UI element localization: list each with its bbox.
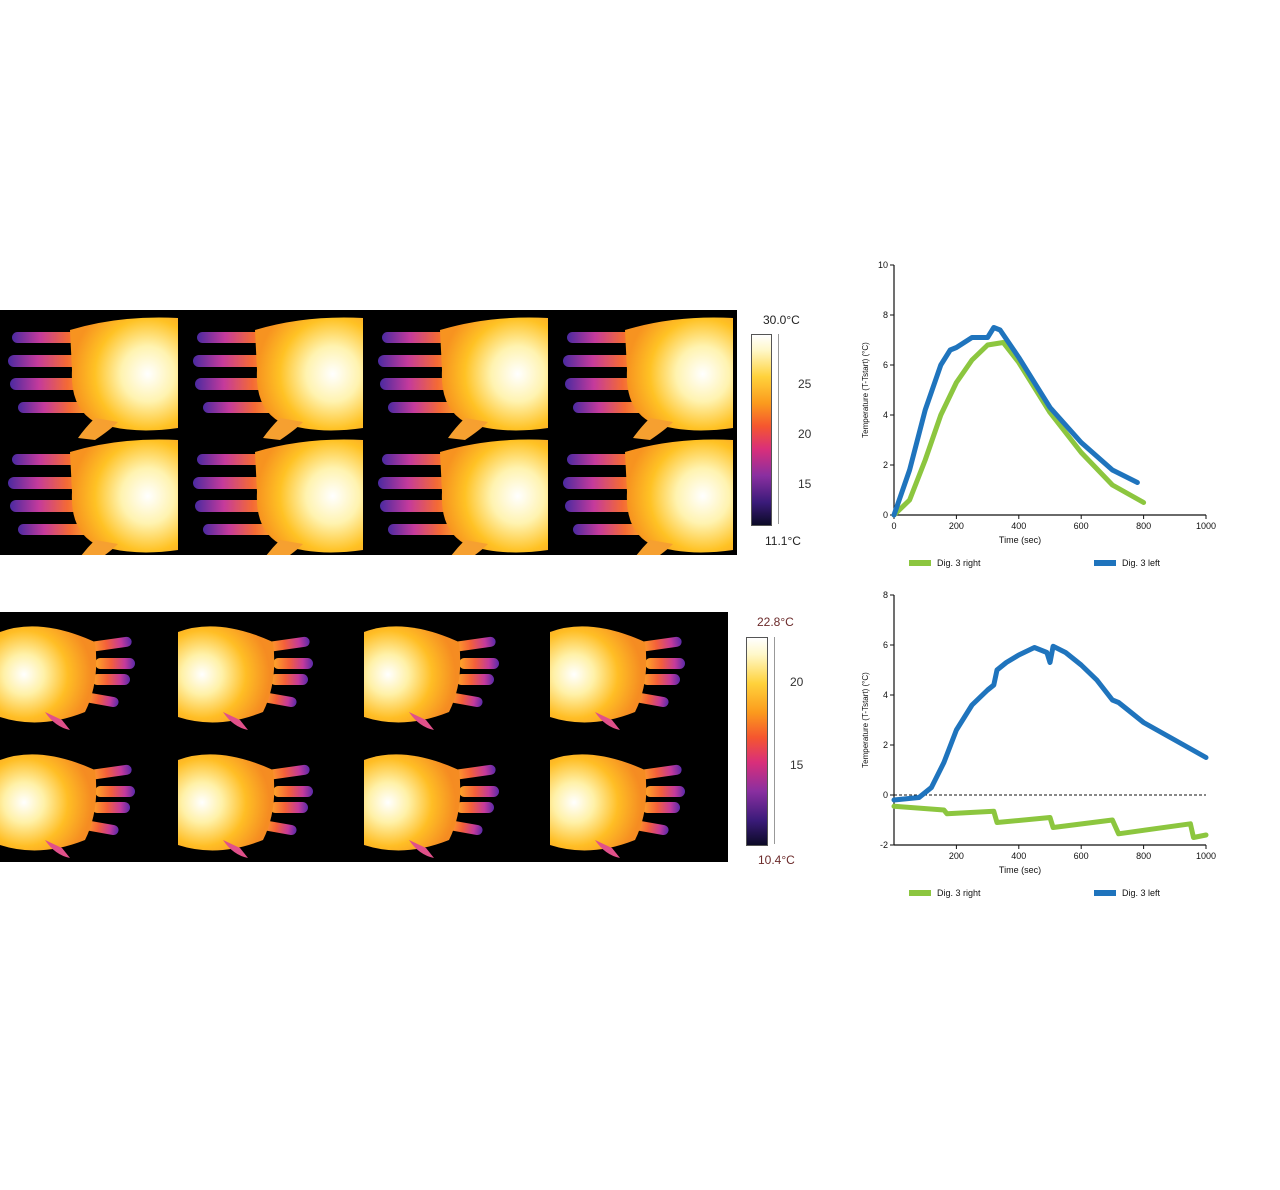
x-axis-label: Time (sec)	[999, 535, 1041, 545]
colorbar-top	[751, 334, 772, 526]
colorbar-top-max-label: 30.0°C	[763, 313, 800, 327]
legend-label: Dig. 3 left	[1122, 558, 1161, 568]
x-tick-label: 0	[891, 521, 896, 531]
x-tick-label: 1000	[1196, 521, 1216, 531]
y-axis-label: Temperature (T-Tstart) (°C)	[861, 342, 870, 438]
colorbar-top-axis	[778, 334, 783, 524]
hand-bottom-row1-b	[178, 626, 313, 730]
y-tick-label: 2	[883, 460, 888, 470]
y-axis-label: Temperature (T-Tstart) (°C)	[861, 672, 870, 768]
hand-bottom-row2-a	[0, 754, 135, 858]
colorbar-bottom-min-label: 10.4°C	[758, 853, 795, 867]
hand-top-row2-b	[193, 439, 363, 562]
hand-bottom-row1-a	[0, 626, 135, 730]
y-tick-label: 8	[883, 590, 888, 600]
hand-bottom-row2-b	[178, 754, 313, 858]
x-tick-label: 600	[1074, 521, 1089, 531]
x-tick-label: 200	[949, 521, 964, 531]
series-line-dig3-left	[891, 643, 1209, 803]
x-tick-label: 1000	[1196, 851, 1216, 861]
hand-bottom-row1-d	[550, 626, 685, 730]
hand-top-row1-d	[563, 317, 733, 440]
x-tick-label: 200	[949, 851, 964, 861]
chart-bottom: -2 0 2 4 6 8 200 400 600 800 1000 Time (sec) Tempera…	[861, 590, 1216, 898]
legend-label: Dig. 3 left	[1122, 888, 1161, 898]
y-tick-label: 8	[883, 310, 888, 320]
hand-top-row2-a	[8, 439, 178, 562]
y-tick-label: 6	[883, 640, 888, 650]
hand-top-row1-c	[378, 317, 548, 440]
x-tick-label: 800	[1136, 521, 1151, 531]
hand-bottom-row2-d	[550, 754, 685, 858]
x-tick-label: 600	[1074, 851, 1089, 861]
y-tick-label: 6	[883, 360, 888, 370]
colorbar-bottom-tick: 20	[790, 675, 804, 689]
colorbar-bottom	[746, 637, 768, 846]
series-line-dig3-right	[891, 803, 1209, 840]
hand-top-row2-d	[563, 439, 733, 562]
x-tick-label: 400	[1011, 851, 1026, 861]
colorbar-top-tick: 15	[798, 477, 812, 491]
chart-top: 0 2 4 6 8 10 0 200 400 600 800 1000 Time (sec) Temper…	[861, 260, 1216, 568]
hand-top-row1-a	[8, 317, 178, 440]
legend-label: Dig. 3 right	[937, 558, 981, 568]
colorbar-top-tick: 25	[798, 377, 812, 391]
y-tick-label: 4	[883, 690, 888, 700]
legend-label: Dig. 3 right	[937, 888, 981, 898]
hand-bottom-row1-c	[364, 626, 499, 730]
hand-bottom-row2-c	[364, 754, 499, 858]
thermal-image-top	[8, 317, 733, 562]
y-tick-label: -2	[880, 840, 888, 850]
colorbar-top-tick: 20	[798, 427, 812, 441]
series-line-dig3-left	[891, 325, 1140, 518]
y-tick-label: 10	[878, 260, 888, 270]
x-tick-label: 400	[1011, 521, 1026, 531]
thermal-image-bottom	[0, 626, 685, 858]
colorbar-bottom-axis	[774, 637, 779, 844]
hand-top-row2-c	[378, 439, 548, 562]
hand-top-row1-b	[193, 317, 363, 440]
y-tick-label: 0	[883, 510, 888, 520]
y-tick-label: 4	[883, 410, 888, 420]
series-line-dig3-right	[891, 340, 1147, 518]
y-tick-label: 0	[883, 790, 888, 800]
thermal-panel-bottom	[0, 612, 728, 862]
y-tick-label: 2	[883, 740, 888, 750]
x-axis-label: Time (sec)	[999, 865, 1041, 875]
colorbar-bottom-max-label: 22.8°C	[757, 615, 794, 629]
colorbar-bottom-tick: 15	[790, 758, 804, 772]
colorbar-top-min-label: 11.1°C	[765, 534, 801, 548]
thermal-panel-top	[0, 310, 737, 562]
x-tick-label: 800	[1136, 851, 1151, 861]
